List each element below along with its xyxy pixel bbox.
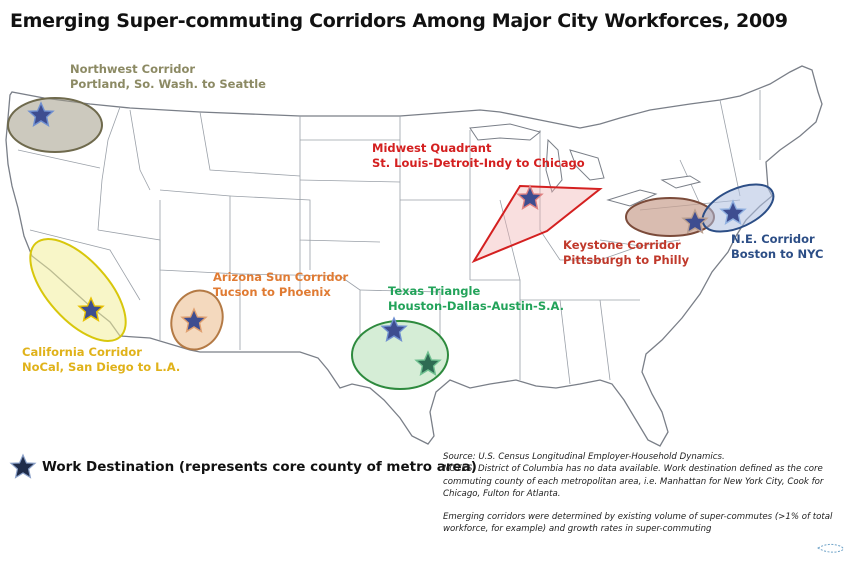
california-corridor-label: California Corridor NoCal, San Diego to … bbox=[22, 345, 180, 375]
note-text-2: Emerging corridors were determined by ex… bbox=[443, 511, 833, 535]
northwest-corridor-oval[interactable] bbox=[7, 97, 103, 153]
keystone-name: Keystone Corridor bbox=[563, 238, 681, 252]
northeast-corridor-label: N.E. Corridor Boston to NYC bbox=[731, 232, 823, 262]
midwest-quadrant-polygon[interactable] bbox=[471, 184, 603, 264]
keystone-route: Pittsburgh to Philly bbox=[563, 253, 690, 267]
midwest-name: Midwest Quadrant bbox=[372, 141, 492, 155]
midwest-quadrant-label: Midwest Quadrant St. Louis-Detroit-Indy … bbox=[372, 141, 585, 171]
northwest-name: Northwest Corridor bbox=[70, 62, 196, 76]
note-text-1: NOTES: District of Columbia has no data … bbox=[443, 464, 824, 500]
arizona-route: Tucson to Phoenix bbox=[213, 285, 331, 299]
star-icon bbox=[9, 453, 37, 479]
california-corridor-oval[interactable] bbox=[14, 223, 143, 357]
northwest-route: Portland, So. Wash. to Seattle bbox=[70, 77, 266, 91]
us-outline bbox=[5, 65, 823, 447]
arizona-name: Arizona Sun Corridor bbox=[213, 270, 349, 284]
northeast-route: Boston to NYC bbox=[731, 247, 824, 261]
northwest-corridor-label: Northwest Corridor Portland, So. Wash. t… bbox=[70, 62, 266, 92]
map-title: Emerging Super-commuting Corridors Among… bbox=[10, 10, 788, 32]
california-name: California Corridor bbox=[22, 345, 142, 359]
texas-name: Texas Triangle bbox=[388, 284, 481, 298]
keystone-corridor-label: Keystone Corridor Pittsburgh to Philly bbox=[563, 238, 689, 268]
texas-triangle-label: Texas Triangle Houston-Dallas-Austin-S.A… bbox=[388, 284, 564, 314]
legend-label: Work Destination (represents core county… bbox=[42, 459, 477, 475]
texas-route: Houston-Dallas-Austin-S.A. bbox=[388, 299, 564, 313]
arizona-corridor-label: Arizona Sun Corridor Tucson to Phoenix bbox=[213, 270, 348, 300]
northeast-corridor-oval[interactable] bbox=[696, 175, 781, 242]
northeast-name: N.E. Corridor bbox=[731, 232, 815, 246]
midwest-route: St. Louis-Detroit-Indy to Chicago bbox=[372, 156, 585, 170]
legend: Work Destination (represents core county… bbox=[8, 452, 477, 482]
source-notes: Source: U.S. Census Longitudinal Employe… bbox=[443, 451, 833, 541]
source-text: Source: U.S. Census Longitudinal Employe… bbox=[443, 452, 725, 462]
great-lakes bbox=[469, 123, 702, 207]
california-route: NoCal, San Diego to L.A. bbox=[22, 360, 181, 374]
map-inset-mark bbox=[817, 543, 844, 553]
